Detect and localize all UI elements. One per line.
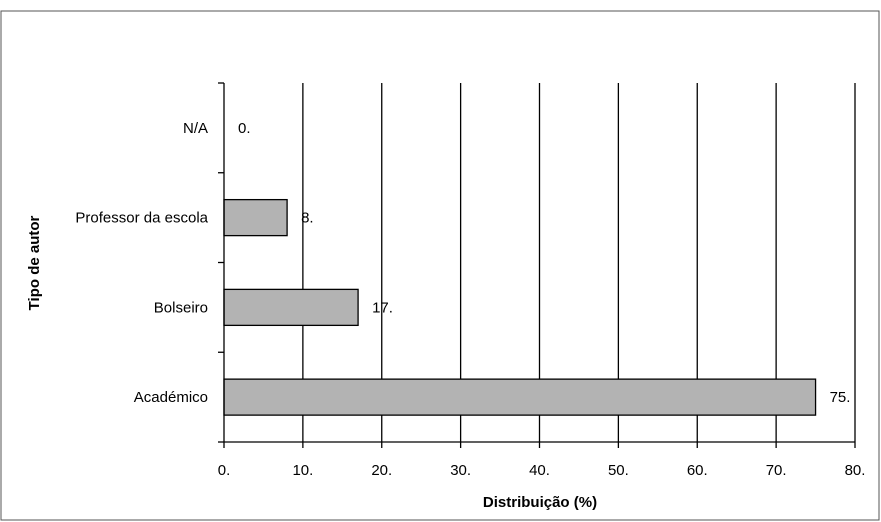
x-tick-label: 70. [766,462,787,479]
category-label: Professor da escola [75,210,208,227]
y-axis-title: Tipo de autor [26,215,43,310]
data-label: 17. [372,299,393,316]
x-tick-label: 60. [687,462,708,479]
bar [223,288,359,327]
chart-border [0,10,880,521]
labels: 0. 10. 20. 30. 40. 50. 60. 70. 80. N/A 0. Professor… [75,120,865,479]
x-tick-label: 0. [218,462,231,479]
x-tick-label: 30. [450,462,471,479]
bar [223,198,288,237]
grid-lines [302,83,856,442]
data-label: 0. [238,120,251,137]
x-tick-label: 40. [529,462,550,479]
data-label: 75. [830,389,851,406]
category-label: Bolseiro [154,299,208,316]
x-axis-title: Distribuição (%) [483,494,597,511]
x-tick-label: 50. [608,462,629,479]
x-tick-label: 80. [845,462,866,479]
x-tick-label: 20. [371,462,392,479]
bars [223,198,817,416]
bar [223,378,817,416]
x-tick-label: 10. [292,462,313,479]
category-label: Académico [134,389,208,406]
axes [218,82,856,448]
category-label: N/A [183,120,208,137]
data-label: 8. [301,210,314,227]
